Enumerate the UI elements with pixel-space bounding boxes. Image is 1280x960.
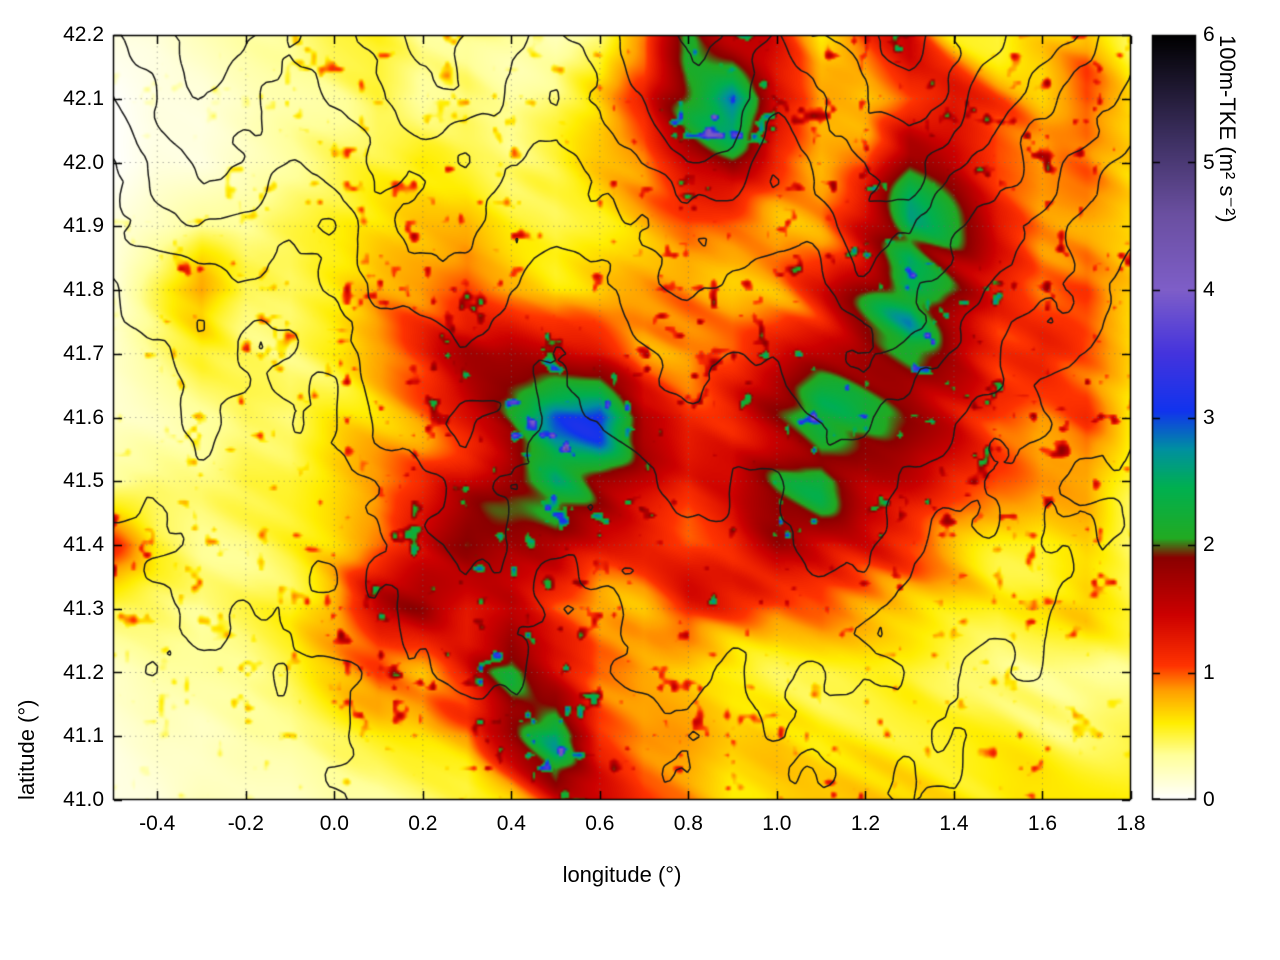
x-tick-label: 0.6 [585,812,615,835]
y-tick-label: 41.4 [63,533,104,556]
x-tick-label: 1.4 [939,812,969,835]
x-tick-label: 1.8 [1116,812,1146,835]
y-tick-label: 41.7 [63,341,104,365]
x-tick-label: 1.6 [1027,812,1058,835]
x-tick-label: 1.2 [850,812,881,835]
colorbar-tick-label: 4 [1203,278,1215,301]
x-tick-label: 1.0 [762,812,792,835]
y-tick-label: 42.0 [63,150,104,174]
colorbar-tick-label: 3 [1203,405,1215,429]
colorbar-tick-label: 6 [1203,23,1215,46]
colorbar-tick-label: 0 [1203,788,1215,811]
y-tick-label: 41.5 [63,469,104,493]
colorbar-tick-label: 2 [1203,533,1215,556]
x-axis-title: longitude (°) [562,862,682,887]
y-tick-label: 41.1 [63,724,104,748]
x-tick-label: 0.0 [319,812,349,835]
x-tick-label: -0.4 [139,812,176,835]
y-tick-label: 41.0 [63,788,104,811]
colorbar-tick-label: 1 [1203,660,1215,684]
y-tick-label: 41.3 [63,596,104,620]
x-tick-label: -0.2 [227,812,264,835]
colorbar-title: 100m-TKE (m² s⁻²) [1215,35,1240,223]
y-tick-label: 42.1 [63,86,104,110]
y-tick-label: 42.2 [63,23,104,46]
colorbar-tick-label: 5 [1203,150,1215,174]
x-tick-label: 0.4 [496,812,526,835]
y-tick-label: 41.9 [63,214,104,238]
x-tick-label: 0.2 [408,812,438,835]
y-tick-label: 41.8 [63,278,104,301]
y-tick-label: 41.6 [63,405,104,429]
x-tick-label: 0.8 [673,812,703,835]
y-tick-label: 41.2 [63,660,104,684]
